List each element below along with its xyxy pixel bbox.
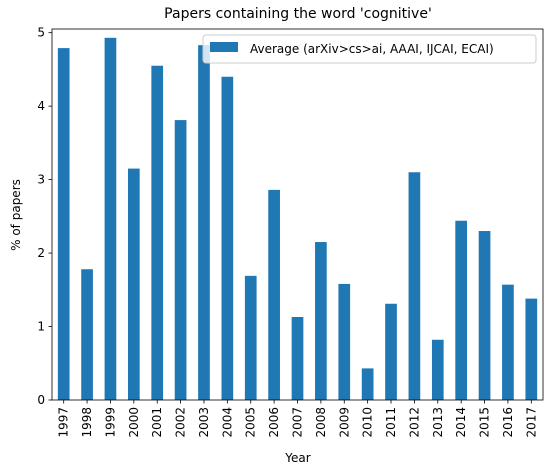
bar-1998	[81, 269, 93, 400]
bar-2007	[291, 316, 304, 400]
x-tick-label: 2010	[361, 407, 375, 438]
x-tick-label: 2005	[244, 407, 258, 438]
bar-2012	[408, 172, 421, 400]
y-tick-label: 0	[37, 393, 45, 407]
bar-2004	[221, 76, 234, 400]
y-tick-label: 5	[37, 26, 45, 40]
x-tick-label: 2002	[174, 407, 188, 438]
y-tick-label: 3	[37, 173, 45, 187]
legend: Average (arXiv>cs>ai, AAAI, IJCAI, ECAI)	[202, 34, 537, 64]
x-tick-label: 2014	[454, 407, 468, 438]
bar-2003	[198, 45, 210, 400]
x-tick-label: 2006	[267, 407, 281, 438]
legend-swatch	[210, 42, 238, 52]
x-tick-label: 2012	[407, 407, 421, 438]
bar-2010	[361, 368, 374, 400]
legend-label: Average (arXiv>cs>ai, AAAI, IJCAI, ECAI)	[250, 42, 494, 56]
bar-2001	[151, 65, 164, 401]
x-axis: 1997 1998 1999 2000 2001 2002 2003 2004 2005 2006…	[57, 400, 538, 438]
bar-2000	[127, 168, 140, 400]
x-tick-label: 2008	[314, 407, 328, 438]
y-tick-label: 2	[37, 246, 45, 260]
x-tick-label: 2007	[291, 407, 305, 438]
bar-1999	[104, 37, 117, 400]
plot-frame	[51, 28, 544, 401]
x-tick-label: 1998	[80, 407, 94, 438]
bar-1997	[57, 48, 70, 401]
chart-title: Papers containing the word 'cognitive'	[164, 6, 432, 22]
bar-2005	[244, 275, 257, 400]
x-tick-label: 2011	[384, 407, 398, 438]
x-tick-label: 2017	[524, 407, 538, 438]
bar-2002	[174, 120, 187, 400]
bar-2017	[525, 298, 538, 400]
bar-2014	[455, 220, 468, 400]
bar-2011	[385, 303, 397, 400]
x-axis-title: Year	[284, 451, 310, 465]
y-tick-label: 4	[37, 99, 45, 113]
bar-2013	[431, 339, 444, 400]
y-tick-label: 1	[37, 320, 45, 334]
bars-group	[57, 37, 538, 401]
x-tick-label: 1999	[103, 407, 117, 438]
y-axis: 0 1 2 3 4 5	[37, 26, 52, 407]
x-tick-label: 2015	[478, 407, 492, 438]
bar-2015	[478, 231, 491, 400]
x-tick-label: 2004	[220, 407, 234, 438]
bar-2008	[315, 242, 327, 400]
x-tick-label: 2001	[150, 407, 164, 438]
x-tick-label: 2000	[127, 407, 141, 438]
bar-2016	[502, 284, 514, 400]
x-tick-label: 2003	[197, 407, 211, 438]
x-tick-label: 2009	[337, 407, 351, 438]
x-tick-label: 2013	[431, 407, 445, 438]
bar-2006	[268, 189, 280, 400]
x-tick-label: 2016	[501, 407, 515, 438]
bar-2009	[338, 283, 351, 400]
x-tick-label: 1997	[57, 407, 71, 438]
y-axis-title: % of papers	[9, 179, 23, 251]
legend-frame	[202, 34, 537, 64]
